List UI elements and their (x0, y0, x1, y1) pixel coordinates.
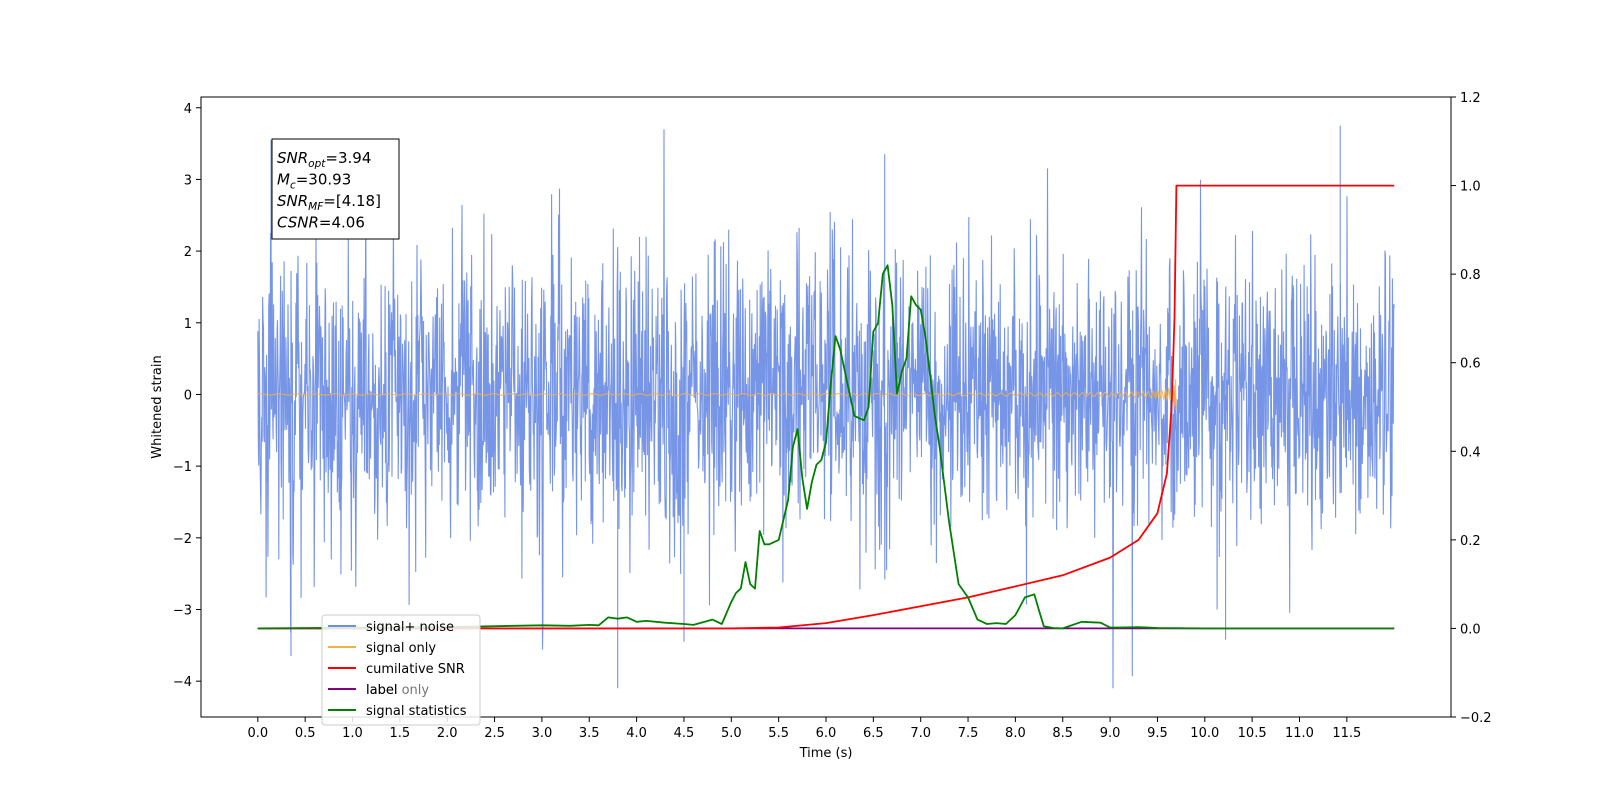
legend-label: signal+ noise (366, 620, 454, 635)
y-right-tick-label: −0.2 (1460, 711, 1492, 726)
y-right-tick-label: 1.0 (1460, 180, 1481, 195)
y-axis-right: 1.2 1.0 0.8 0.6 0.4 0.2 0.0 −0.2 (1451, 91, 1492, 726)
stats-symbol: SNR (277, 149, 308, 167)
y-right-tick-label: 1.2 (1460, 91, 1481, 106)
y-right-tick-label: 0.6 (1460, 357, 1481, 372)
y-tick-label: −2 (173, 532, 192, 547)
stats-line: SNRMF=[4.18] (277, 192, 381, 213)
x-tick-label: 7.5 (958, 726, 979, 741)
y-right-tick-label: 0.2 (1460, 534, 1481, 549)
x-tick-label: 8.0 (1005, 726, 1026, 741)
y-right-tick-label: 0.8 (1460, 268, 1481, 283)
x-tick-label: 10.0 (1190, 726, 1219, 741)
y-tick-label: −1 (173, 460, 192, 475)
x-tick-label: 6.0 (816, 726, 837, 741)
x-tick-label: 3.5 (579, 726, 600, 741)
x-tick-label: 8.5 (1052, 726, 1073, 741)
stats-line: SNRopt=3.94 (277, 149, 371, 170)
x-tick-label: 1.0 (342, 726, 363, 741)
legend-label: cumilative SNR (366, 662, 465, 677)
stats-value: =4.06 (319, 214, 365, 232)
stats-line: CSNR=4.06 (277, 214, 365, 232)
y-right-tick-label: 0.0 (1460, 622, 1481, 637)
stats-value: =3.94 (325, 149, 371, 167)
y-tick-label: 1 (184, 317, 192, 332)
y-tick-label: 3 (184, 173, 192, 188)
y-axis-label: Whitened strain (150, 355, 165, 458)
stats-symbol: SNR (277, 192, 308, 210)
x-axis-label: Time (s) (799, 746, 853, 761)
legend: label only signal+ noise signal only cumil… (321, 614, 481, 726)
series-cumulative-snr (257, 184, 1395, 630)
x-tick-label: 3.0 (532, 726, 553, 741)
y-tick-label: −3 (173, 603, 192, 618)
legend-label: signal only (366, 641, 436, 656)
series-signal-statistics (257, 264, 1395, 630)
y-right-tick-label: 0.4 (1460, 445, 1481, 460)
x-tick-label: 9.5 (1147, 726, 1168, 741)
x-tick-label: 4.0 (626, 726, 647, 741)
y-axis-left: 4 3 2 1 0 −1 −2 −3 −4 (173, 102, 201, 690)
y-tick-label: −4 (173, 675, 192, 690)
stats-subscript: opt (308, 158, 326, 170)
y-tick-label: 2 (184, 245, 192, 260)
x-tick-label: 0.0 (247, 726, 268, 741)
y-tick-label: 4 (184, 102, 192, 117)
stats-symbol: CSNR (277, 214, 319, 232)
stats-value: =[4.18] (323, 192, 381, 210)
x-tick-label: 11.0 (1285, 726, 1314, 741)
legend-frame (321, 614, 481, 726)
x-tick-label: 9.0 (1100, 726, 1121, 741)
x-tick-label: 2.0 (437, 726, 458, 741)
legend-hidden-text: label only (366, 683, 429, 698)
x-tick-label: 11.5 (1332, 726, 1361, 741)
x-tick-label: 4.5 (674, 726, 695, 741)
stats-value: =30.93 (296, 171, 352, 189)
stats-symbol: M (277, 171, 290, 189)
series-signal-noise (257, 125, 1395, 689)
x-tick-label: 5.0 (721, 726, 742, 741)
stats-subscript: MF (308, 201, 324, 213)
x-tick-label: 6.5 (863, 726, 884, 741)
legend-label: label (366, 683, 397, 698)
stats-box-frame (271, 138, 400, 240)
x-tick-label: 2.5 (484, 726, 505, 741)
x-tick-label: 5.5 (768, 726, 789, 741)
x-tick-label: 7.0 (910, 726, 931, 741)
x-tick-label: 10.5 (1238, 726, 1267, 741)
x-tick-label: 1.5 (390, 726, 411, 741)
stats-subscript: c (290, 180, 296, 192)
series-signal-only (257, 379, 1177, 411)
y-tick-label: 0 (184, 388, 192, 403)
x-tick-label: 0.5 (295, 726, 316, 741)
legend-label: signal statistics (366, 704, 467, 719)
stats-line: Mc=30.93 (277, 171, 351, 192)
